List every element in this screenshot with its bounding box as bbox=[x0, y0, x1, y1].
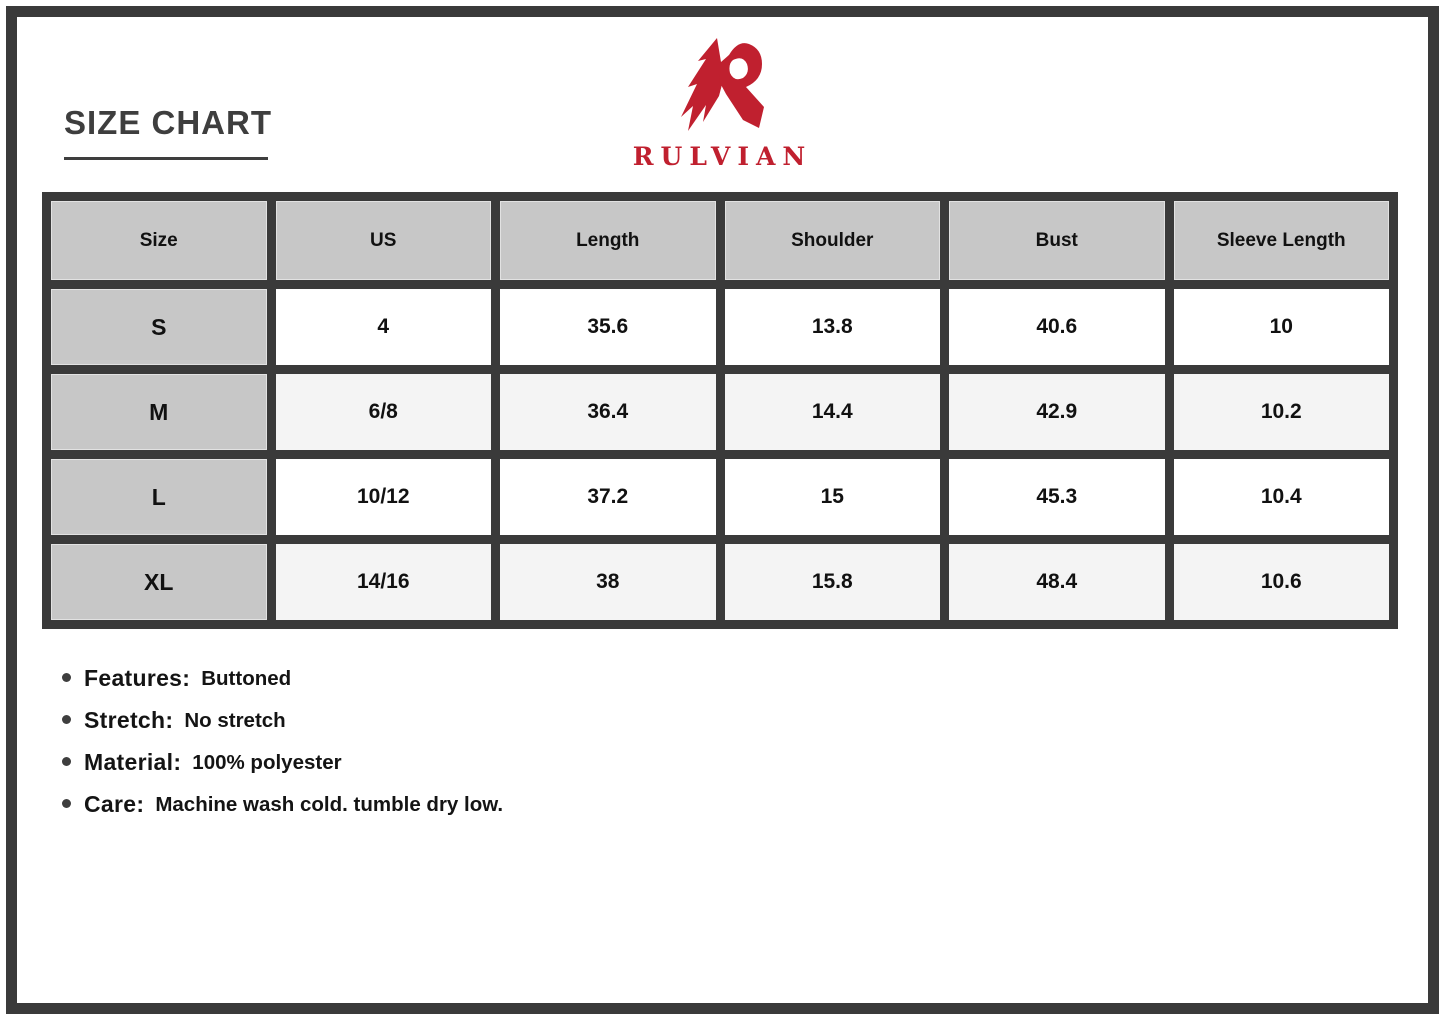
detail-value: No stretch bbox=[184, 709, 286, 732]
detail-label: Material: bbox=[84, 749, 182, 775]
measurement-cell: 48.4 bbox=[949, 544, 1165, 620]
measurement-cell: 14/16 bbox=[275, 544, 491, 620]
column-header-shoulder: Shoulder bbox=[724, 201, 940, 280]
measurement-cell: 10.6 bbox=[1173, 544, 1389, 620]
table-row-xl: XL 14/16 38 15.8 48.4 10.6 bbox=[51, 544, 1389, 620]
details-list: Features: Buttoned Stretch: No stretch Mater… bbox=[62, 664, 503, 832]
detail-value: Buttoned bbox=[201, 667, 292, 690]
bullet-icon bbox=[62, 757, 71, 766]
column-header-bust: Bust bbox=[949, 201, 1165, 280]
size-table-header-row: Size US Length Shoulder Bust Sleeve Length bbox=[51, 201, 1389, 280]
column-header-size: Size bbox=[51, 201, 267, 280]
brand-name: RULVIAN bbox=[632, 142, 813, 171]
column-header-us: US bbox=[275, 201, 491, 280]
table-row-m: M 6/8 36.4 14.4 42.9 10.2 bbox=[51, 374, 1389, 450]
detail-label: Features: bbox=[84, 665, 191, 691]
detail-value: Machine wash cold. tumble dry low. bbox=[155, 793, 504, 816]
page-title: SIZE CHART bbox=[64, 104, 272, 141]
column-header-length: Length bbox=[500, 201, 716, 280]
measurement-cell: 40.6 bbox=[949, 289, 1165, 365]
column-header-sleeve-length: Sleeve Length bbox=[1173, 201, 1389, 280]
measurement-cell: 4 bbox=[275, 289, 491, 365]
bullet-icon bbox=[62, 673, 71, 682]
detail-item: Material: 100% polyester bbox=[62, 748, 503, 777]
measurement-cell: 15.8 bbox=[724, 544, 940, 620]
bullet-icon bbox=[62, 799, 71, 808]
detail-label: Care: bbox=[84, 791, 145, 817]
measurement-cell: 10 bbox=[1173, 289, 1389, 365]
measurement-cell: 14.4 bbox=[724, 374, 940, 450]
measurement-cell: 37.2 bbox=[500, 459, 716, 535]
title-underline bbox=[64, 157, 268, 160]
size-label-cell: S bbox=[51, 289, 267, 365]
measurement-cell: 10/12 bbox=[275, 459, 491, 535]
detail-item: Care: Machine wash cold. tumble dry low. bbox=[62, 790, 503, 819]
table-row-l: L 10/12 37.2 15 45.3 10.4 bbox=[51, 459, 1389, 535]
angular-r-logo-icon bbox=[680, 38, 764, 131]
measurement-cell: 6/8 bbox=[275, 374, 491, 450]
detail-item: Stretch: No stretch bbox=[62, 706, 503, 735]
size-label-cell: M bbox=[51, 374, 267, 450]
detail-item: Features: Buttoned bbox=[62, 664, 503, 693]
measurement-cell: 10.2 bbox=[1173, 374, 1389, 450]
measurement-cell: 38 bbox=[500, 544, 716, 620]
measurement-cell: 10.4 bbox=[1173, 459, 1389, 535]
measurement-cell: 35.6 bbox=[500, 289, 716, 365]
measurement-cell: 36.4 bbox=[500, 374, 716, 450]
measurement-cell: 42.9 bbox=[949, 374, 1165, 450]
measurement-cell: 13.8 bbox=[724, 289, 940, 365]
bullet-icon bbox=[62, 715, 71, 724]
detail-label: Stretch: bbox=[84, 707, 174, 733]
detail-value: 100% polyester bbox=[192, 751, 342, 774]
size-label-cell: XL bbox=[51, 544, 267, 620]
size-label-cell: L bbox=[51, 459, 267, 535]
size-table-body: S 4 35.6 13.8 40.6 10 M 6/8 36.4 14.4 42.9 10.2 L 10/… bbox=[51, 289, 1389, 620]
brand-logo: RULVIAN bbox=[0, 34, 1445, 171]
table-row-s: S 4 35.6 13.8 40.6 10 bbox=[51, 289, 1389, 365]
measurement-cell: 45.3 bbox=[949, 459, 1165, 535]
measurement-cell: 15 bbox=[724, 459, 940, 535]
